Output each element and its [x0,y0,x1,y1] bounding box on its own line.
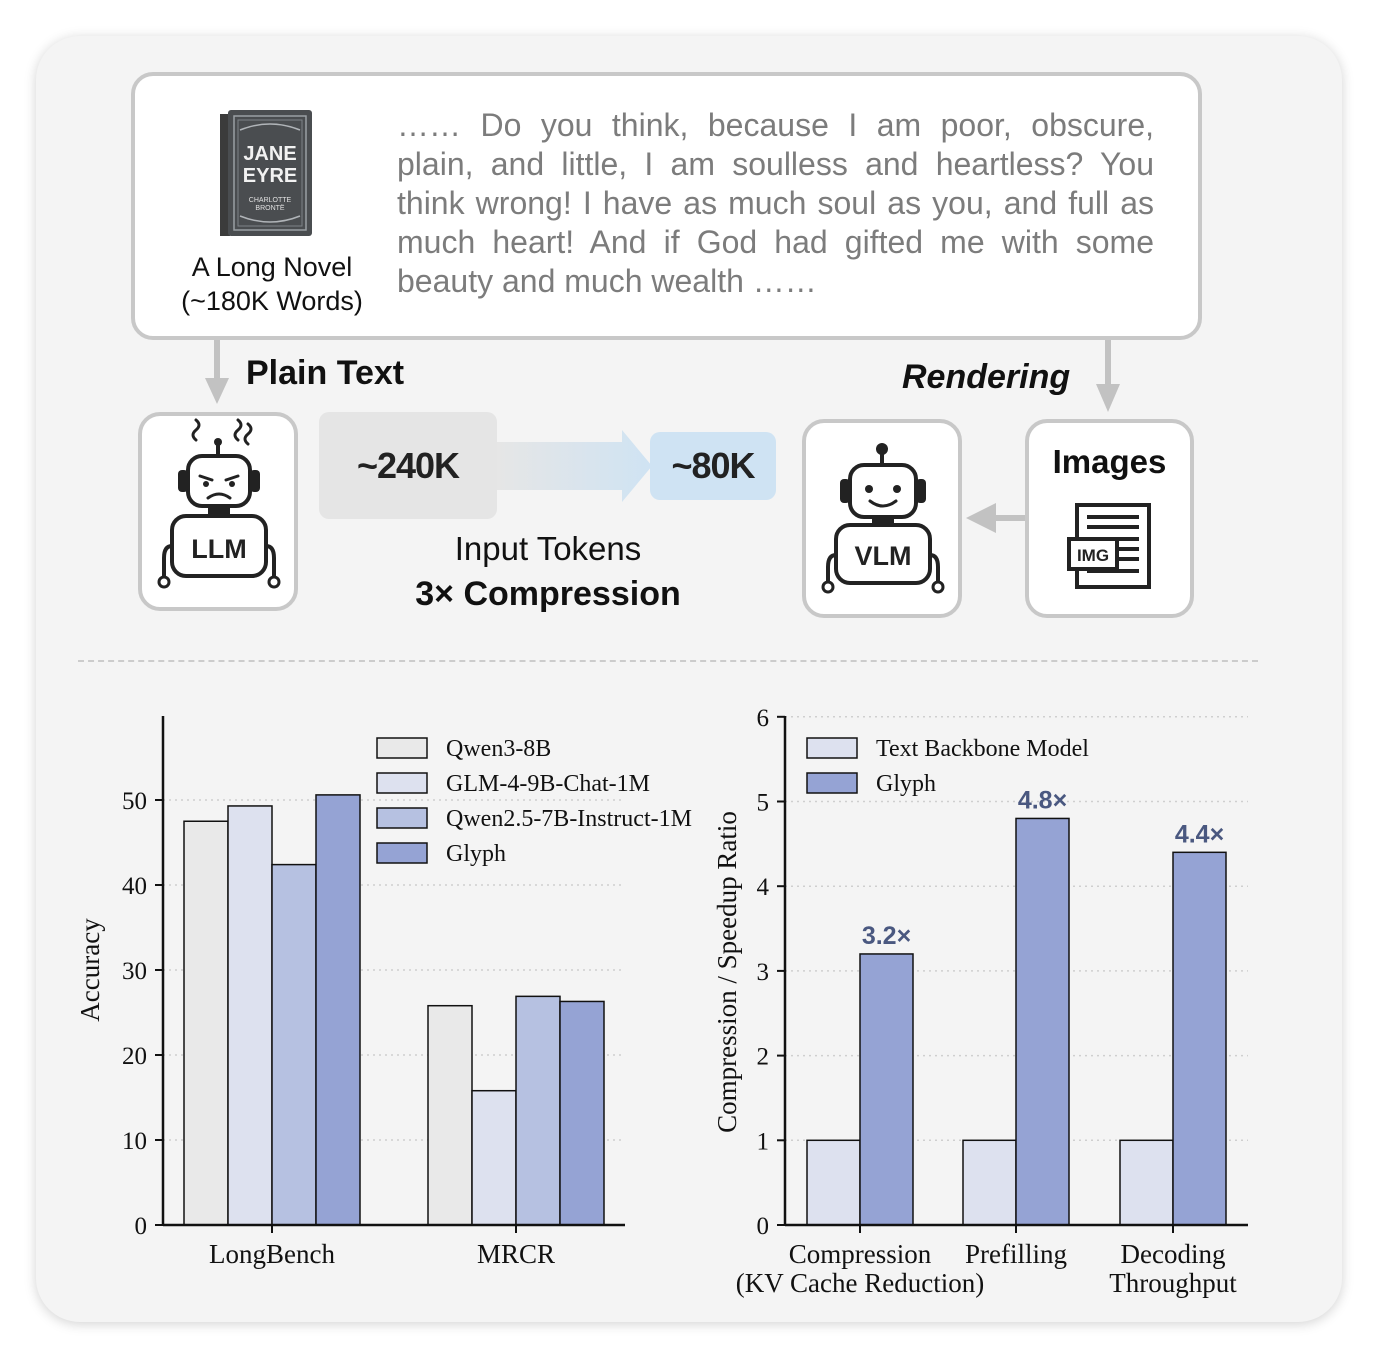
rendering-label: Rendering [902,358,1071,396]
y-tick-label: 10 [122,1128,147,1155]
x-tick-label: Compression [789,1239,932,1269]
y-tick-label: 30 [122,958,147,985]
arrow-images-to-vlm [966,503,1026,533]
bar-glyph-longbench [315,794,361,1226]
llm-box: LLM [138,412,298,611]
book-author-line1: CHARLOTTE [249,197,292,204]
legend-swatch [806,772,858,794]
bar-glyph-1 [1015,817,1070,1226]
tokens-to-box: ~80K [650,432,776,500]
x-tick-label: MRCR [477,1239,555,1269]
x-tick-label: Prefilling [965,1239,1067,1269]
arrow-down-right [1096,340,1120,412]
x-tick-label: Throughput [1109,1268,1237,1298]
legend-swatch [376,842,428,864]
y-tick-label: 2 [757,1044,770,1071]
image-document-icon: IMG [1067,503,1151,589]
y-tick-label: 50 [122,788,147,815]
y-tick-label: 40 [122,873,147,900]
bar-qwen3-8b-longbench [183,820,229,1226]
y-tick-label: 20 [122,1043,147,1070]
y-tick-label: 3 [757,959,770,986]
bar-qwen2-5-7b-instruct-1m-longbench [271,863,317,1226]
plain-text-label: Plain Text [246,354,405,392]
value-annotation: 3.2× [862,922,911,950]
bar-qwen3-8b-mrcr [427,1004,473,1226]
y-axis-label: Compression / Speedup Ratio [712,811,742,1133]
y-tick-label: 4 [757,874,770,901]
value-annotation: 4.8× [1018,786,1067,814]
legend-label: Qwen3-8B [446,736,551,762]
llm-label: LLM [191,534,246,564]
tokens-from-box: ~240K [319,412,497,519]
arrow-down-left [205,340,229,404]
y-tick-label: 5 [757,790,770,817]
compression-label: 3× Compression [415,575,681,613]
novel-label-line1: A Long Novel [191,252,353,282]
legend-swatch [376,807,428,829]
bar-text-backbone-model-2 [1119,1139,1174,1226]
book-title-line2: EYRE [243,165,297,187]
legend-label: Qwen2.5-7B-Instruct-1M [446,806,692,832]
images-label: Images [1052,443,1167,480]
value-annotation: 4.4× [1175,820,1224,848]
diagram-arrows [205,340,1120,533]
y-tick-label: 0 [135,1213,148,1240]
legend-swatch [806,737,858,759]
y-tick-label: 6 [757,705,770,732]
book-title-line1: JANE [243,143,296,165]
bar-text-backbone-model-1 [962,1139,1017,1226]
legend-label: GLM-4-9B-Chat-1M [446,771,650,797]
novel-label-line2: (~180K Words) [181,286,363,316]
speedup-chart: 0 1 2 3 4 5 6 Compression(KV Cache Reduction) 3.… [712,705,1248,1298]
novel-label: A Long Novel (~180K Words) [166,250,378,318]
y-axis-label: Accuracy [75,918,105,1022]
bar-glm-4-9b-chat-1m-longbench [227,805,273,1226]
legend-swatch [376,737,428,759]
bar-glm-4-9b-chat-1m-mrcr [471,1089,517,1226]
legend-label: Glyph [876,771,936,797]
y-tick-label: 1 [757,1128,770,1155]
section-divider [78,660,1258,662]
accuracy-chart: 0 10 20 30 40 50 LongBench MRCR Accuracy Qwen3-8B… [75,716,692,1269]
legend-swatch [376,772,428,794]
bar-text-backbone-model-0 [806,1139,861,1226]
token-compression-arrow [496,430,652,502]
x-tick-label: Decoding [1121,1239,1226,1269]
vlm-box: VLM [802,419,962,618]
input-tokens-label: Input Tokens [454,530,642,567]
legend-label: Text Backbone Model [876,736,1089,762]
images-box: Images IMG [1025,419,1194,618]
book-cover-icon: JANE EYRE CHARLOTTE BRONTË [220,110,314,238]
happy-robot-icon: VLM [821,443,945,594]
x-tick-label: (KV Cache Reduction) [736,1268,984,1298]
sad-robot-icon: LLM [157,418,281,589]
legend-label: Glyph [446,841,506,867]
vlm-label: VLM [855,541,912,571]
y-tick-label: 0 [757,1213,770,1240]
novel-quote: …… Do you think, because I am poor, obsc… [397,107,1154,299]
bar-glyph-2 [1172,851,1227,1226]
x-tick-label: LongBench [209,1239,335,1269]
img-icon-label: IMG [1077,546,1109,565]
bar-glyph-0 [859,953,914,1226]
bar-qwen2-5-7b-instruct-1m-mrcr [515,995,561,1226]
bar-glyph-mrcr [559,1000,605,1226]
book-author-line2: BRONTË [255,204,285,212]
